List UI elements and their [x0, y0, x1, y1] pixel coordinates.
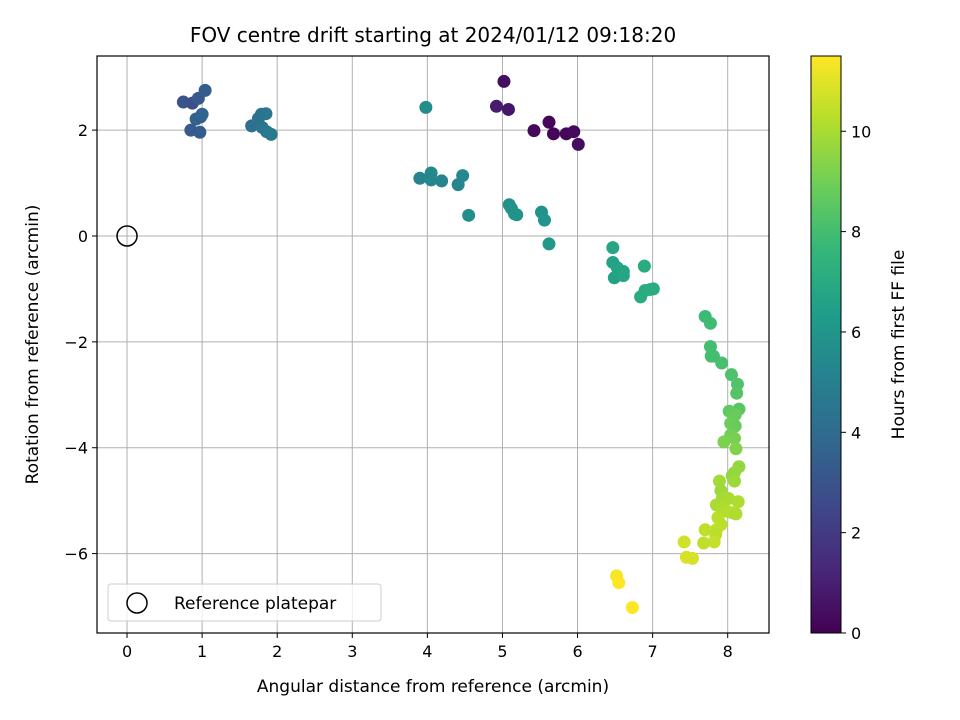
- x-tick-label: 2: [272, 642, 282, 661]
- x-tick-label: 1: [197, 642, 207, 661]
- data-point: [606, 241, 620, 255]
- data-point: [193, 125, 207, 139]
- x-tick-label: 4: [422, 642, 432, 661]
- data-point: [721, 492, 735, 506]
- y-axis-ticks: −6 −4 −2 0 2: [64, 121, 97, 564]
- y-tick-label: 2: [78, 121, 88, 140]
- y-tick-label: −4: [64, 439, 88, 458]
- data-point: [542, 115, 556, 129]
- data-point: [413, 171, 427, 185]
- data-point: [731, 495, 745, 509]
- legend-marker-hollow-circle: [126, 592, 148, 614]
- colorbar-tick-label: 8: [851, 223, 861, 242]
- data-point: [712, 474, 726, 488]
- data-point: [729, 507, 743, 521]
- colorbar-tick-label: 10: [851, 122, 871, 141]
- x-tick-label: 7: [648, 642, 658, 661]
- x-tick-label: 3: [347, 642, 357, 661]
- data-point: [612, 576, 626, 590]
- colorbar-tick-label: 0: [851, 624, 861, 643]
- data-point: [462, 208, 476, 222]
- data-point: [703, 316, 717, 330]
- data-point: [264, 127, 278, 141]
- grid-lines: [97, 56, 769, 633]
- data-point: [715, 356, 729, 370]
- data-point: [727, 474, 741, 488]
- y-tick-label: −6: [64, 545, 88, 564]
- data-point: [456, 169, 470, 183]
- colorbar-tick-label: 2: [851, 524, 861, 543]
- data-point: [547, 127, 561, 141]
- x-axis-ticks: 0 1 2 3 4 5 6 7 8: [122, 633, 733, 661]
- data-point: [646, 282, 660, 296]
- data-point: [510, 208, 524, 222]
- data-point: [616, 269, 630, 283]
- data-point: [730, 386, 744, 400]
- data-point: [707, 535, 721, 549]
- colorbar-tick-label: 4: [851, 423, 861, 442]
- data-point: [527, 124, 541, 138]
- data-point: [567, 125, 581, 139]
- data-point: [724, 368, 738, 382]
- plot-frame: [96, 55, 770, 634]
- data-point: [698, 523, 712, 537]
- data-point: [537, 213, 551, 227]
- colorbar: 0 2 4 6 8 10 Hours from first FF file: [810, 55, 909, 643]
- x-tick-label: 8: [723, 642, 733, 661]
- data-point: [685, 551, 699, 565]
- data-point: [198, 83, 212, 97]
- colorbar-tick-label: 6: [851, 323, 861, 342]
- data-point: [542, 237, 556, 251]
- data-point: [419, 100, 433, 114]
- x-tick-label: 0: [122, 642, 132, 661]
- colorbar-title: Hours from first FF file: [889, 250, 909, 440]
- y-axis-title: Rotation from reference (arcmin): [23, 205, 43, 485]
- y-tick-label: −2: [64, 333, 88, 352]
- data-point: [571, 137, 585, 151]
- data-point: [729, 442, 743, 456]
- data-point: [435, 174, 449, 188]
- data-point: [489, 99, 503, 113]
- data-point: [501, 102, 515, 116]
- x-tick-label: 6: [572, 642, 582, 661]
- y-tick-label: 0: [78, 227, 88, 246]
- colorbar-gradient: [810, 55, 842, 634]
- legend-box: [107, 583, 382, 622]
- data-point: [717, 435, 731, 449]
- legend: Reference platepar: [107, 583, 382, 622]
- data-point: [195, 107, 209, 121]
- data-point: [497, 74, 511, 88]
- data-point: [727, 431, 741, 445]
- data-point: [625, 601, 639, 615]
- data-point: [424, 173, 438, 187]
- data-point: [637, 259, 651, 273]
- reference-point: [116, 225, 138, 247]
- data-point: [259, 107, 273, 121]
- data-point: [697, 536, 711, 550]
- colorbar-ticks: 0 2 4 6 8 10: [841, 122, 871, 643]
- x-tick-label: 5: [497, 642, 507, 661]
- chart-title: FOV centre drift starting at 2024/01/12 …: [190, 23, 676, 47]
- data-point: [677, 535, 691, 549]
- x-axis-title: Angular distance from reference (arcmin): [257, 677, 609, 697]
- data-points: [116, 74, 746, 615]
- legend-label: Reference platepar: [174, 594, 336, 614]
